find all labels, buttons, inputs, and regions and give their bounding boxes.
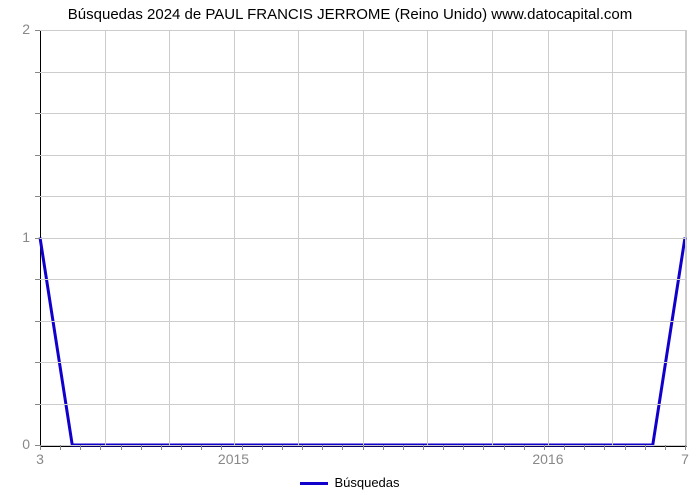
legend-swatch: [300, 482, 328, 485]
x-minor-tick: [80, 445, 81, 450]
x-tick-label: 3: [36, 451, 44, 467]
x-minor-tick: [403, 445, 404, 450]
x-minor-tick: [685, 445, 686, 450]
x-minor-tick: [201, 445, 202, 450]
y-minor-tick: [35, 155, 40, 156]
grid-line-v: [548, 30, 549, 445]
x-minor-tick: [322, 445, 323, 450]
x-minor-tick: [161, 445, 162, 450]
grid-line-v: [169, 30, 170, 445]
grid-line-v: [298, 30, 299, 445]
legend-label: Búsquedas: [334, 475, 399, 490]
x-minor-tick: [625, 445, 626, 450]
x-minor-tick: [100, 445, 101, 450]
y-minor-tick: [35, 404, 40, 405]
x-minor-tick: [584, 445, 585, 450]
x-minor-tick: [40, 445, 41, 450]
x-minor-tick: [463, 445, 464, 450]
x-minor-tick: [262, 445, 263, 450]
grid-line-v: [234, 30, 235, 445]
y-tick-label: 2: [0, 21, 30, 37]
grid-line-v: [685, 30, 686, 445]
y-tick-label: 1: [0, 229, 30, 245]
y-minor-tick: [35, 113, 40, 114]
x-minor-tick: [60, 445, 61, 450]
x-minor-tick: [242, 445, 243, 450]
y-minor-tick: [35, 321, 40, 322]
x-minor-tick: [665, 445, 666, 450]
x-minor-tick: [141, 445, 142, 450]
x-year-label: 2016: [532, 451, 563, 467]
x-minor-tick: [604, 445, 605, 450]
x-minor-tick: [564, 445, 565, 450]
x-minor-tick: [181, 445, 182, 450]
x-minor-tick: [363, 445, 364, 450]
y-minor-tick: [35, 72, 40, 73]
x-minor-tick: [282, 445, 283, 450]
y-minor-tick: [35, 30, 40, 31]
x-minor-tick: [221, 445, 222, 450]
chart-container: Búsquedas 2024 de PAUL FRANCIS JERROME (…: [0, 0, 700, 500]
x-minor-tick: [504, 445, 505, 450]
x-minor-tick: [121, 445, 122, 450]
x-minor-tick: [383, 445, 384, 450]
grid-line-v: [105, 30, 106, 445]
y-minor-tick: [35, 196, 40, 197]
legend: Búsquedas: [0, 475, 700, 490]
y-minor-tick: [35, 279, 40, 280]
x-minor-tick: [544, 445, 545, 450]
x-minor-tick: [645, 445, 646, 450]
x-minor-tick: [524, 445, 525, 450]
grid-line-v: [492, 30, 493, 445]
grid-line-v: [612, 30, 613, 445]
y-minor-tick: [35, 238, 40, 239]
x-minor-tick: [443, 445, 444, 450]
x-minor-tick: [342, 445, 343, 450]
x-minor-tick: [423, 445, 424, 450]
x-minor-tick: [483, 445, 484, 450]
y-minor-tick: [35, 362, 40, 363]
y-tick-label: 0: [0, 436, 30, 452]
grid-line-v: [363, 30, 364, 445]
x-tick-label: 7: [681, 451, 689, 467]
x-minor-tick: [302, 445, 303, 450]
x-year-label: 2015: [218, 451, 249, 467]
grid-line-v: [427, 30, 428, 445]
